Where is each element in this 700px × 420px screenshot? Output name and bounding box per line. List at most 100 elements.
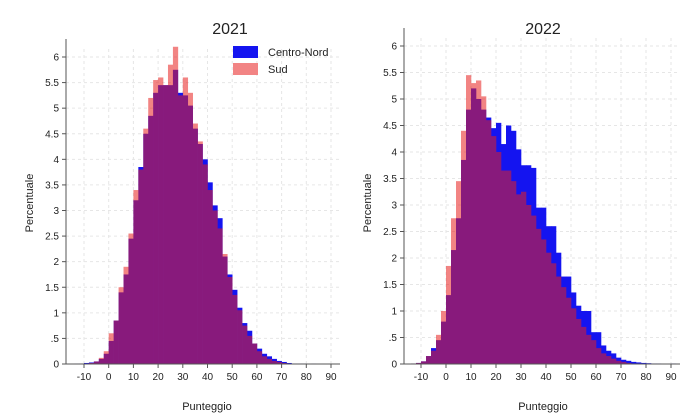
panel-2021: 2021 Percentuale Punteggio Centro-Nord S… xyxy=(24,21,340,413)
bar xyxy=(222,253,228,364)
x-tick-label: -10 xyxy=(77,372,92,383)
bar xyxy=(232,294,238,364)
bar xyxy=(237,310,243,364)
legend-label-centro-nord: Centro-Nord xyxy=(268,47,329,59)
x-axis-label: Punteggio xyxy=(518,401,568,413)
bar xyxy=(456,181,462,364)
x-tick-label: 60 xyxy=(251,372,263,383)
bar xyxy=(88,362,95,364)
x-tick-label: 30 xyxy=(515,372,527,383)
bar xyxy=(436,334,442,364)
bar xyxy=(138,169,144,364)
x-tick-label: 0 xyxy=(106,372,112,383)
bars xyxy=(411,75,677,365)
bar xyxy=(118,287,124,364)
bar xyxy=(556,276,562,364)
bar xyxy=(266,358,273,364)
bar xyxy=(636,362,642,364)
bar xyxy=(501,170,507,364)
x-tick-label: 80 xyxy=(301,372,313,383)
bar xyxy=(251,343,258,364)
bar xyxy=(421,361,427,364)
x-tick-label: 0 xyxy=(443,372,449,383)
x-axis-label: Punteggio xyxy=(182,401,232,413)
bar xyxy=(182,77,189,364)
bar xyxy=(187,92,193,365)
bar xyxy=(93,361,100,364)
bar xyxy=(98,357,105,364)
bar xyxy=(163,85,169,365)
bar xyxy=(113,320,119,364)
bar xyxy=(516,194,522,364)
bar xyxy=(128,233,134,364)
bar xyxy=(148,97,154,364)
bar xyxy=(511,181,517,364)
bar xyxy=(586,334,592,364)
y-tick-label: 0 xyxy=(53,360,59,371)
y-tick-label: 5.5 xyxy=(383,68,397,79)
bar xyxy=(576,318,582,364)
bar xyxy=(481,96,487,364)
x-tick-label: 10 xyxy=(128,372,140,383)
bar xyxy=(641,362,647,364)
bar xyxy=(416,362,422,364)
bar xyxy=(626,360,632,364)
series-sud xyxy=(411,75,642,365)
legend-swatch-centro-nord xyxy=(233,46,258,58)
y-tick-label: 2 xyxy=(391,254,397,265)
bar xyxy=(197,141,203,364)
bar xyxy=(167,64,174,365)
x-tick-label: 90 xyxy=(665,372,677,383)
y-tick-label: 4 xyxy=(53,155,59,166)
bar xyxy=(506,170,512,364)
bar xyxy=(551,263,557,364)
x-tick-label: 40 xyxy=(202,372,214,383)
bar xyxy=(526,205,532,364)
y-axis-label: Percentuale xyxy=(362,174,374,233)
bar xyxy=(616,360,622,364)
x-tick-label: 20 xyxy=(490,372,502,383)
bar xyxy=(466,75,472,365)
bar xyxy=(446,265,452,364)
bar xyxy=(276,361,282,364)
y-tick-label: 0 xyxy=(391,360,397,371)
bar xyxy=(451,218,457,364)
x-tick-label: 70 xyxy=(615,372,627,383)
x-tick-label: 10 xyxy=(465,372,477,383)
y-tick-label: 3.5 xyxy=(383,174,397,185)
panel-2022: 2022 Percentuale Punteggio 0 .5 1 1.5 2 2.5 3 3… xyxy=(362,21,680,413)
bar xyxy=(441,311,447,364)
bar xyxy=(596,348,602,364)
bar xyxy=(521,191,527,364)
bars xyxy=(74,46,322,365)
bar xyxy=(217,228,223,364)
bar xyxy=(143,128,149,364)
bar xyxy=(581,326,587,364)
bar xyxy=(202,164,208,364)
y-tick-label: 3.5 xyxy=(45,180,59,191)
x-tick-label: -10 xyxy=(414,372,429,383)
x-tick-label: 80 xyxy=(640,372,652,383)
bar xyxy=(561,287,567,364)
x-tick-label: 50 xyxy=(227,372,239,383)
y-tick-label: 5.5 xyxy=(45,78,59,89)
bar xyxy=(601,353,607,364)
bar xyxy=(626,362,632,364)
y-tick-label: 2.5 xyxy=(383,227,397,238)
y-tick-label: 4.5 xyxy=(383,121,397,132)
bar xyxy=(536,228,542,364)
bar xyxy=(242,325,248,364)
bar xyxy=(123,266,129,364)
bar xyxy=(476,80,482,364)
legend-label-sud: Sud xyxy=(268,64,288,76)
bar xyxy=(247,335,253,364)
bar xyxy=(631,361,637,364)
bar xyxy=(531,215,537,364)
bar xyxy=(192,123,198,365)
bar xyxy=(546,252,552,364)
y-tick-label: 1.5 xyxy=(45,283,59,294)
y-tick-label: 1 xyxy=(53,308,59,319)
x-tick-label: 90 xyxy=(325,372,337,383)
bar xyxy=(207,190,213,364)
